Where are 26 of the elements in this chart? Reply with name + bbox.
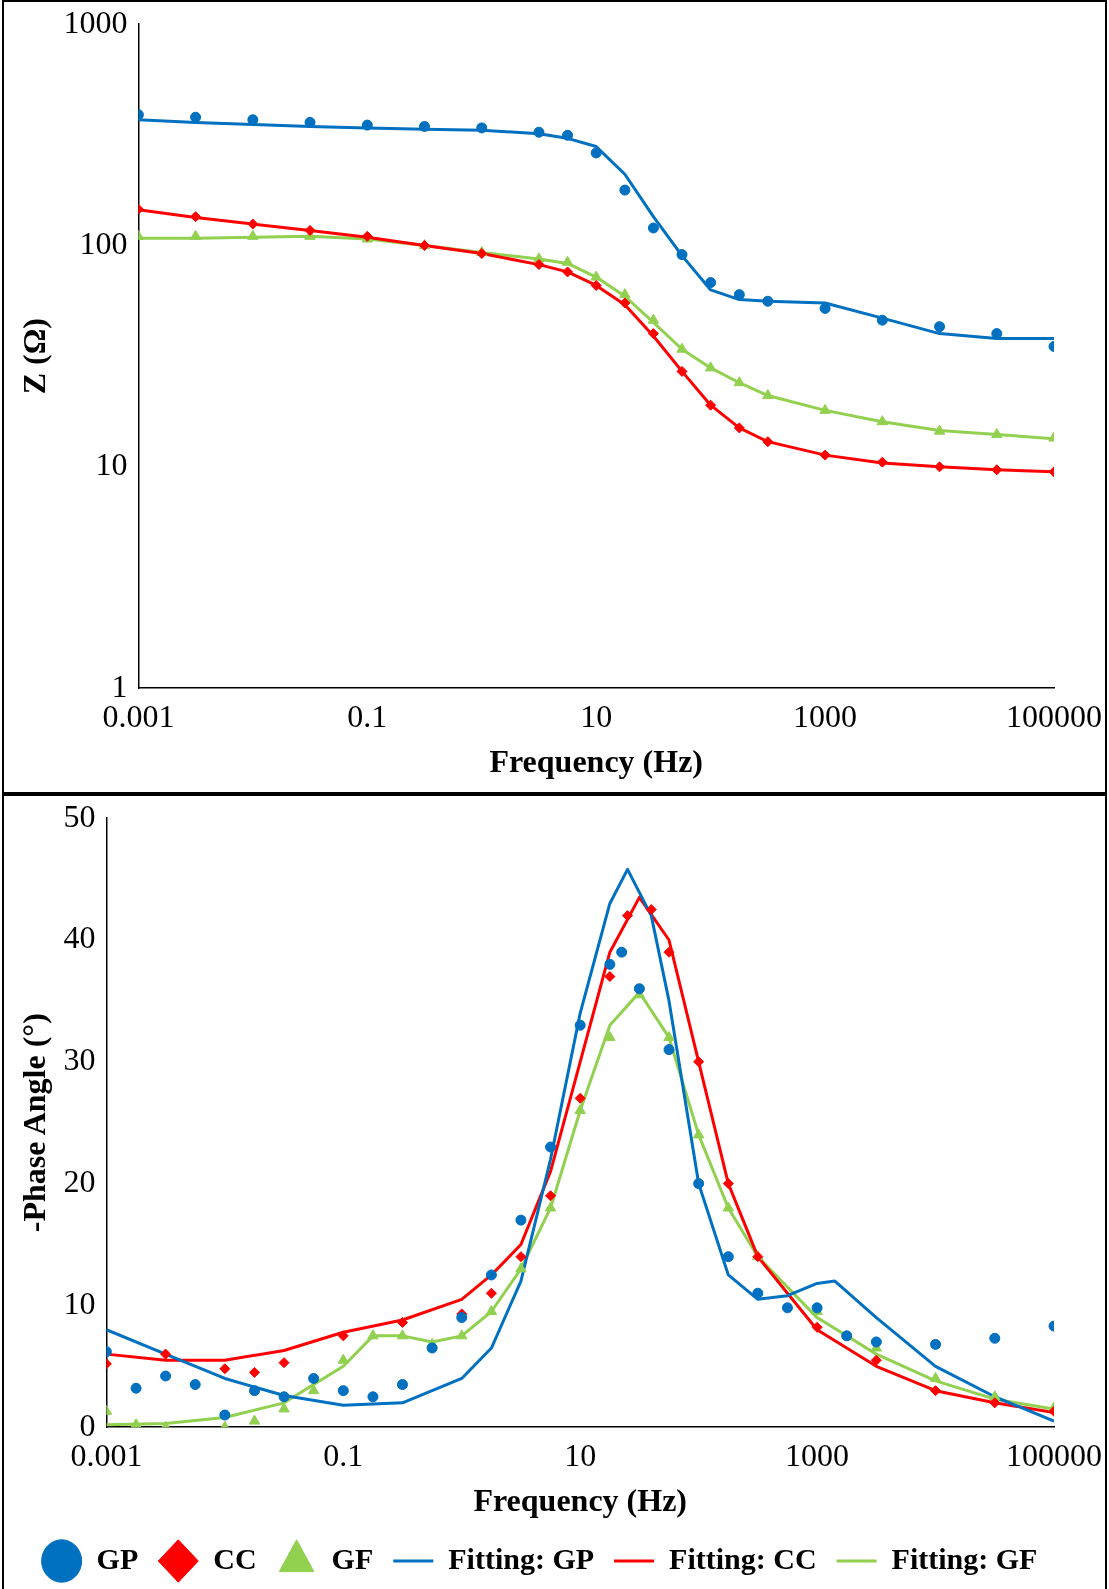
y-tick-label: 10 (63, 1284, 96, 1321)
legend-label: GF (331, 1541, 374, 1575)
x-tick-label: 100000 (1006, 697, 1102, 734)
x-tick-label: 10 (564, 1436, 597, 1473)
y-axis-title: Z (Ω) (16, 318, 53, 395)
legend-label: Fitting: GP (448, 1541, 595, 1575)
legend-label: CC (213, 1541, 257, 1575)
x-axis-title: Frequency (Hz) (473, 1482, 687, 1519)
x-axis-title: Frequency (Hz) (489, 743, 703, 780)
x-tick-label: 0.1 (323, 1436, 364, 1473)
y-axis-title: -Phase Angle (°) (16, 1013, 53, 1233)
x-tick-label: 1000 (793, 697, 858, 734)
x-tick-label: 10 (580, 697, 613, 734)
y-tick-label: 100 (79, 224, 128, 261)
y-tick-label: 50 (63, 797, 96, 834)
y-tick-label: 1000 (63, 3, 128, 40)
legend-label: Fitting: GF (891, 1541, 1038, 1575)
x-tick-label: 0.1 (347, 697, 388, 734)
y-tick-label: 20 (63, 1163, 96, 1200)
y-tick-label: 10 (95, 446, 128, 483)
y-tick-label: 30 (63, 1041, 96, 1078)
x-tick-label: 1000 (785, 1436, 850, 1473)
x-tick-label: 100000 (1006, 1436, 1102, 1473)
y-tick-label: 40 (63, 919, 96, 956)
legend-label: GP (96, 1541, 139, 1575)
legend-label: Fitting: CC (669, 1541, 817, 1575)
